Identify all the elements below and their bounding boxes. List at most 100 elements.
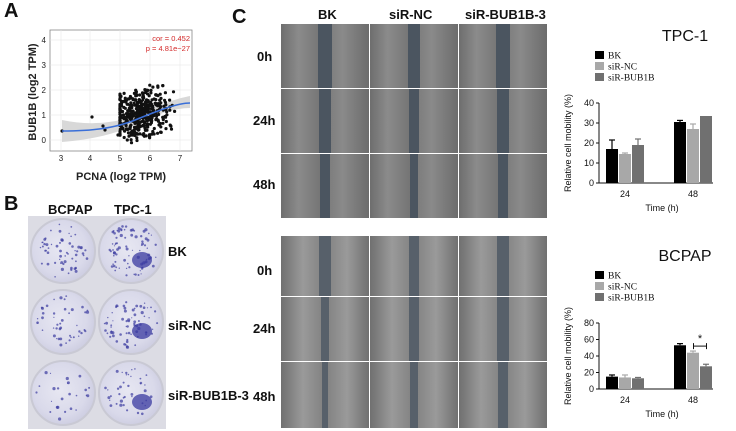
wound-gap	[497, 297, 509, 361]
scatter-point	[136, 110, 140, 114]
wound-gap	[409, 89, 419, 153]
scatter-point	[129, 138, 133, 142]
wound-gap	[498, 154, 508, 218]
scatter-point	[138, 93, 142, 97]
wound-time-0h-top: 0h	[257, 49, 273, 64]
scatter-point	[139, 111, 143, 115]
legend-label: siR-BUB1B	[608, 294, 654, 304]
wound-image	[370, 362, 458, 428]
y-tick-label: 20	[584, 368, 594, 378]
scatter-point	[134, 90, 138, 94]
scatter-point	[150, 116, 154, 120]
y-tick-label: 20	[584, 138, 594, 148]
bar	[632, 378, 644, 389]
legend-label: siR-BUB1B	[608, 74, 654, 84]
scatter-point	[152, 126, 156, 131]
colony-row-sir-nc: siR-NC	[168, 318, 212, 333]
scatter-point	[90, 115, 94, 119]
scatter-point	[154, 117, 159, 121]
scatter-point	[118, 97, 122, 101]
bar	[687, 129, 699, 183]
scatter-point	[123, 106, 127, 110]
wound-image	[281, 297, 369, 361]
scatter-point	[130, 103, 134, 107]
scatter-point	[164, 119, 168, 124]
y-tick: 2	[42, 86, 47, 95]
scatter-point	[151, 106, 155, 110]
scatter-point	[138, 125, 142, 129]
scatter-point	[164, 127, 168, 131]
colony-stain	[103, 301, 159, 349]
bar	[632, 145, 644, 183]
scatter-point	[159, 125, 163, 129]
bar	[606, 149, 618, 183]
scatter-point	[121, 126, 125, 130]
wound-gap	[321, 297, 329, 361]
scatter-point	[145, 88, 149, 92]
scatter-point	[168, 98, 172, 102]
wound-image	[370, 236, 458, 296]
scatter-points	[60, 83, 177, 145]
wound-image	[370, 297, 458, 361]
scatter-point	[158, 103, 162, 108]
cor-annotation: cor = 0.452	[152, 34, 190, 43]
wound-gap	[497, 236, 509, 296]
colony-stain	[36, 295, 90, 347]
colony-stain	[104, 368, 153, 416]
bar	[674, 345, 686, 389]
wound-gap	[409, 297, 419, 361]
scatter-point	[151, 129, 155, 134]
wound-gap	[498, 362, 508, 428]
scatter-point	[118, 104, 122, 108]
scatter-point	[159, 101, 163, 105]
scatter-point	[143, 101, 147, 105]
wound-time-24h-bottom: 24h	[253, 321, 276, 336]
wound-time-24h-top: 24h	[253, 113, 276, 128]
scatter-point	[149, 100, 153, 104]
significance-star: *	[698, 333, 703, 345]
wound-image	[281, 362, 369, 428]
wound-time-48h-bottom: 48h	[253, 389, 276, 404]
scatter-point	[135, 136, 139, 140]
legend-swatch	[595, 51, 604, 59]
scatter-point	[138, 107, 142, 111]
wound-image	[459, 297, 547, 361]
scatter-point	[154, 102, 158, 106]
colony-plate	[98, 360, 164, 426]
scatter-point	[148, 110, 152, 114]
scatter-point	[148, 83, 152, 87]
scatter-point	[161, 121, 165, 125]
bar	[700, 116, 712, 183]
scatter-point	[131, 131, 136, 135]
p-annotation: p = 4.81e−27	[146, 44, 190, 53]
panel-letter-c: C	[232, 6, 247, 28]
colony-stain	[108, 225, 157, 277]
y-tick-label: 30	[584, 118, 594, 128]
wound-gap	[322, 362, 328, 428]
scatter-point	[118, 127, 122, 131]
scatter-point	[103, 128, 107, 132]
scatter-point	[123, 129, 127, 133]
panel-letter-b: B	[4, 193, 19, 215]
colony-col-bcpap: BCPAP	[48, 202, 93, 217]
x-tick-label: 48	[688, 189, 698, 199]
scatter-point	[121, 109, 125, 114]
scatter-point	[134, 125, 138, 129]
scatter-point	[159, 130, 163, 134]
scatter-point	[143, 126, 147, 130]
y-tick-label: 40	[584, 98, 594, 108]
scatter-point	[145, 109, 149, 113]
wound-image	[459, 362, 547, 428]
scatter-point	[171, 90, 176, 94]
scatter-point	[148, 104, 152, 108]
x-axis-label: PCNA (log2 TPM)	[76, 171, 166, 183]
wound-image	[370, 154, 458, 218]
wound-time-48h-top: 48h	[253, 177, 276, 192]
wound-image	[281, 24, 369, 88]
scatter-point	[128, 124, 132, 128]
y-axis-label: BUB1B (log2 TPM)	[27, 43, 39, 141]
chart-title: BCPAP	[658, 248, 711, 265]
x-tick-label: 24	[620, 395, 630, 405]
wound-gap	[318, 24, 332, 88]
scatter-point	[149, 88, 153, 92]
